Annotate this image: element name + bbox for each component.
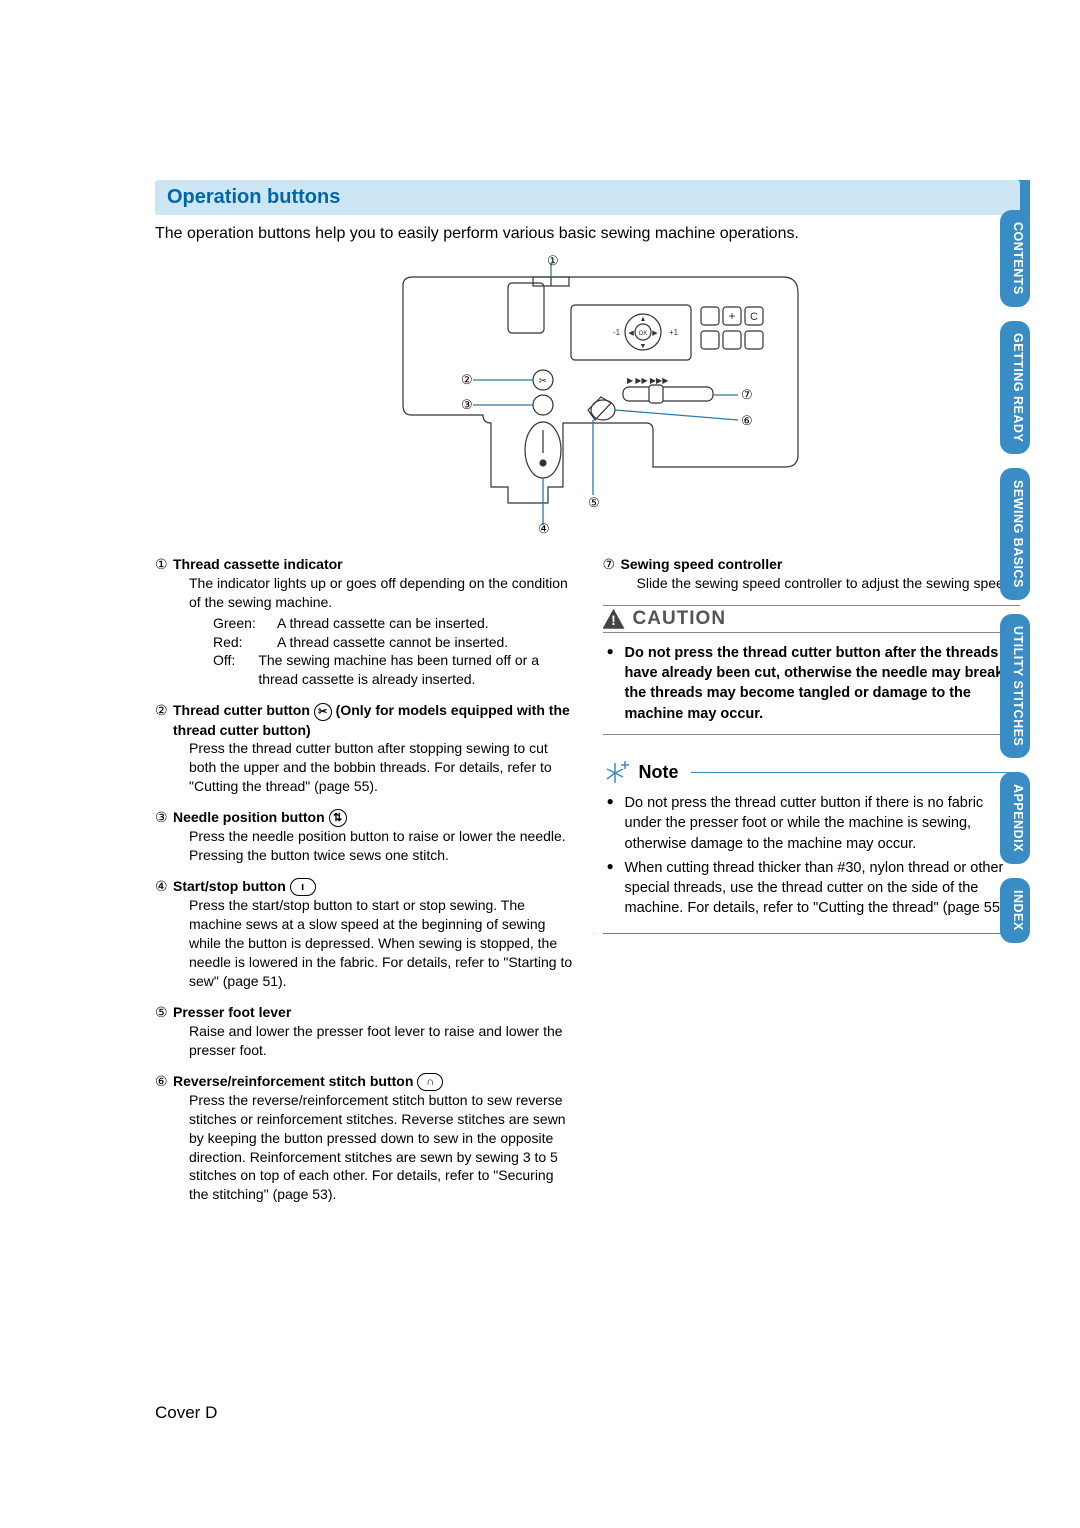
tab-utility-stitches[interactable]: UTILITY STITCHES <box>1000 614 1030 758</box>
caution-box: CAUTION Do not press the thread cutter b… <box>603 605 1021 735</box>
svg-text:⑦: ⑦ <box>741 387 753 402</box>
section-subtitle: The operation buttons help you to easily… <box>155 225 1020 243</box>
item-presser-foot-lever: ⑤ Presser foot lever Raise and lower the… <box>155 1003 573 1060</box>
warning-triangle-icon <box>603 609 625 629</box>
item-body: Press the start/stop button to start or … <box>173 896 573 990</box>
item-body: Press the thread cutter button after sto… <box>173 739 573 796</box>
sparkle-icon <box>603 759 633 787</box>
svg-text:◀: ◀ <box>628 330 634 337</box>
tab-contents[interactable]: CONTENTS <box>1000 210 1030 307</box>
item-title: Start/stop button <box>173 878 286 894</box>
svg-text:②: ② <box>461 372 473 387</box>
page-content: Operation buttons The operation buttons … <box>0 0 1080 1276</box>
item-reverse-stitch-button: ⑥ Reverse/reinforcement stitch button ∩ … <box>155 1072 573 1205</box>
svg-text:✂: ✂ <box>538 376 546 387</box>
svg-text:⑤: ⑤ <box>588 495 600 510</box>
svg-text:▼: ▼ <box>639 343 646 350</box>
svg-text:①: ① <box>547 255 559 268</box>
svg-text:OK: OK <box>638 331 647 337</box>
item-title: Sewing speed controller <box>621 556 783 572</box>
svg-text:▲: ▲ <box>639 316 646 323</box>
caution-label: CAUTION <box>633 608 727 630</box>
description-columns: ① Thread cassette indicator The indicato… <box>155 555 1020 1216</box>
scissors-icon: ✂ <box>314 703 332 721</box>
item-title: Reverse/reinforcement stitch button <box>173 1073 413 1089</box>
svg-text:⑥: ⑥ <box>741 413 753 428</box>
note-list: Do not press the thread cutter button if… <box>603 787 1021 934</box>
item-body: The indicator lights up or goes off depe… <box>173 574 573 612</box>
item-title: Presser foot lever <box>173 1004 291 1020</box>
right-column: ⑦ Sewing speed controller Slide the sewi… <box>603 555 1021 1216</box>
item-start-stop-button: ④ Start/stop button ı Press the start/st… <box>155 877 573 991</box>
section-header: Operation buttons <box>155 180 1020 215</box>
item-sewing-speed-controller: ⑦ Sewing speed controller Slide the sewi… <box>603 555 1021 593</box>
item-number: ② <box>155 701 168 720</box>
item-number: ⑤ <box>155 1003 168 1022</box>
item-body: Raise and lower the presser foot lever t… <box>173 1022 573 1060</box>
note-header: Note <box>603 759 1021 787</box>
item-number: ⑥ <box>155 1072 168 1091</box>
reverse-stitch-icon: ∩ <box>417 1073 443 1091</box>
svg-text:+1: +1 <box>669 328 679 337</box>
item-number: ⑦ <box>603 555 616 574</box>
item-thread-cutter-button: ② Thread cutter button ✂ (Only for model… <box>155 701 573 796</box>
machine-diagram: OK ▲ ▼ ◀ ▶ -1 +1 + C ✂ <box>343 255 833 535</box>
item-body: Slide the sewing speed controller to adj… <box>621 574 1021 593</box>
section-title: Operation buttons <box>167 186 1008 209</box>
note-label: Note <box>639 762 679 783</box>
tab-sewing-basics[interactable]: SEWING BASICS <box>1000 468 1030 600</box>
page-footer: Cover D <box>155 1403 217 1423</box>
svg-text:▶ ▶▶ ▶▶▶: ▶ ▶▶ ▶▶▶ <box>627 376 669 385</box>
item-number: ③ <box>155 808 168 827</box>
indicator-states: Green:A thread cassette can be inserted.… <box>173 614 573 690</box>
needle-position-icon: ⇅ <box>329 809 347 827</box>
note-item: When cutting thread thicker than #30, ny… <box>625 858 1017 919</box>
svg-text:▶: ▶ <box>652 330 658 337</box>
start-stop-icon: ı <box>290 878 316 896</box>
tab-appendix[interactable]: APPENDIX <box>1000 772 1030 864</box>
caution-text: Do not press the thread cutter button af… <box>603 633 1021 735</box>
item-number: ④ <box>155 877 168 896</box>
tab-index[interactable]: INDEX <box>1000 878 1030 943</box>
note-item: Do not press the thread cutter button if… <box>625 793 1017 854</box>
svg-text:③: ③ <box>461 397 473 412</box>
svg-text:④: ④ <box>538 521 550 535</box>
item-body: Press the reverse/reinforcement stitch b… <box>173 1091 573 1204</box>
item-body: Press the needle position button to rais… <box>173 827 573 865</box>
item-title: Thread cutter button <box>173 702 310 718</box>
item-thread-cassette-indicator: ① Thread cassette indicator The indicato… <box>155 555 573 689</box>
left-column: ① Thread cassette indicator The indicato… <box>155 555 573 1216</box>
item-number: ① <box>155 555 168 574</box>
svg-text:C: C <box>750 311 758 323</box>
svg-text:-1: -1 <box>613 328 621 337</box>
svg-text:+: + <box>728 309 735 323</box>
tab-getting-ready[interactable]: GETTING READY <box>1000 321 1030 454</box>
section-tabs-sidebar: CONTENTS GETTING READY SEWING BASICS UTI… <box>1000 210 1030 943</box>
caution-header: CAUTION <box>603 605 1021 633</box>
note-box: Note Do not press the thread cutter butt… <box>603 759 1021 934</box>
item-title: Thread cassette indicator <box>173 556 343 572</box>
note-divider <box>691 772 1021 773</box>
item-needle-position-button: ③ Needle position button ⇅ Press the nee… <box>155 808 573 865</box>
item-title: Needle position button <box>173 809 325 825</box>
